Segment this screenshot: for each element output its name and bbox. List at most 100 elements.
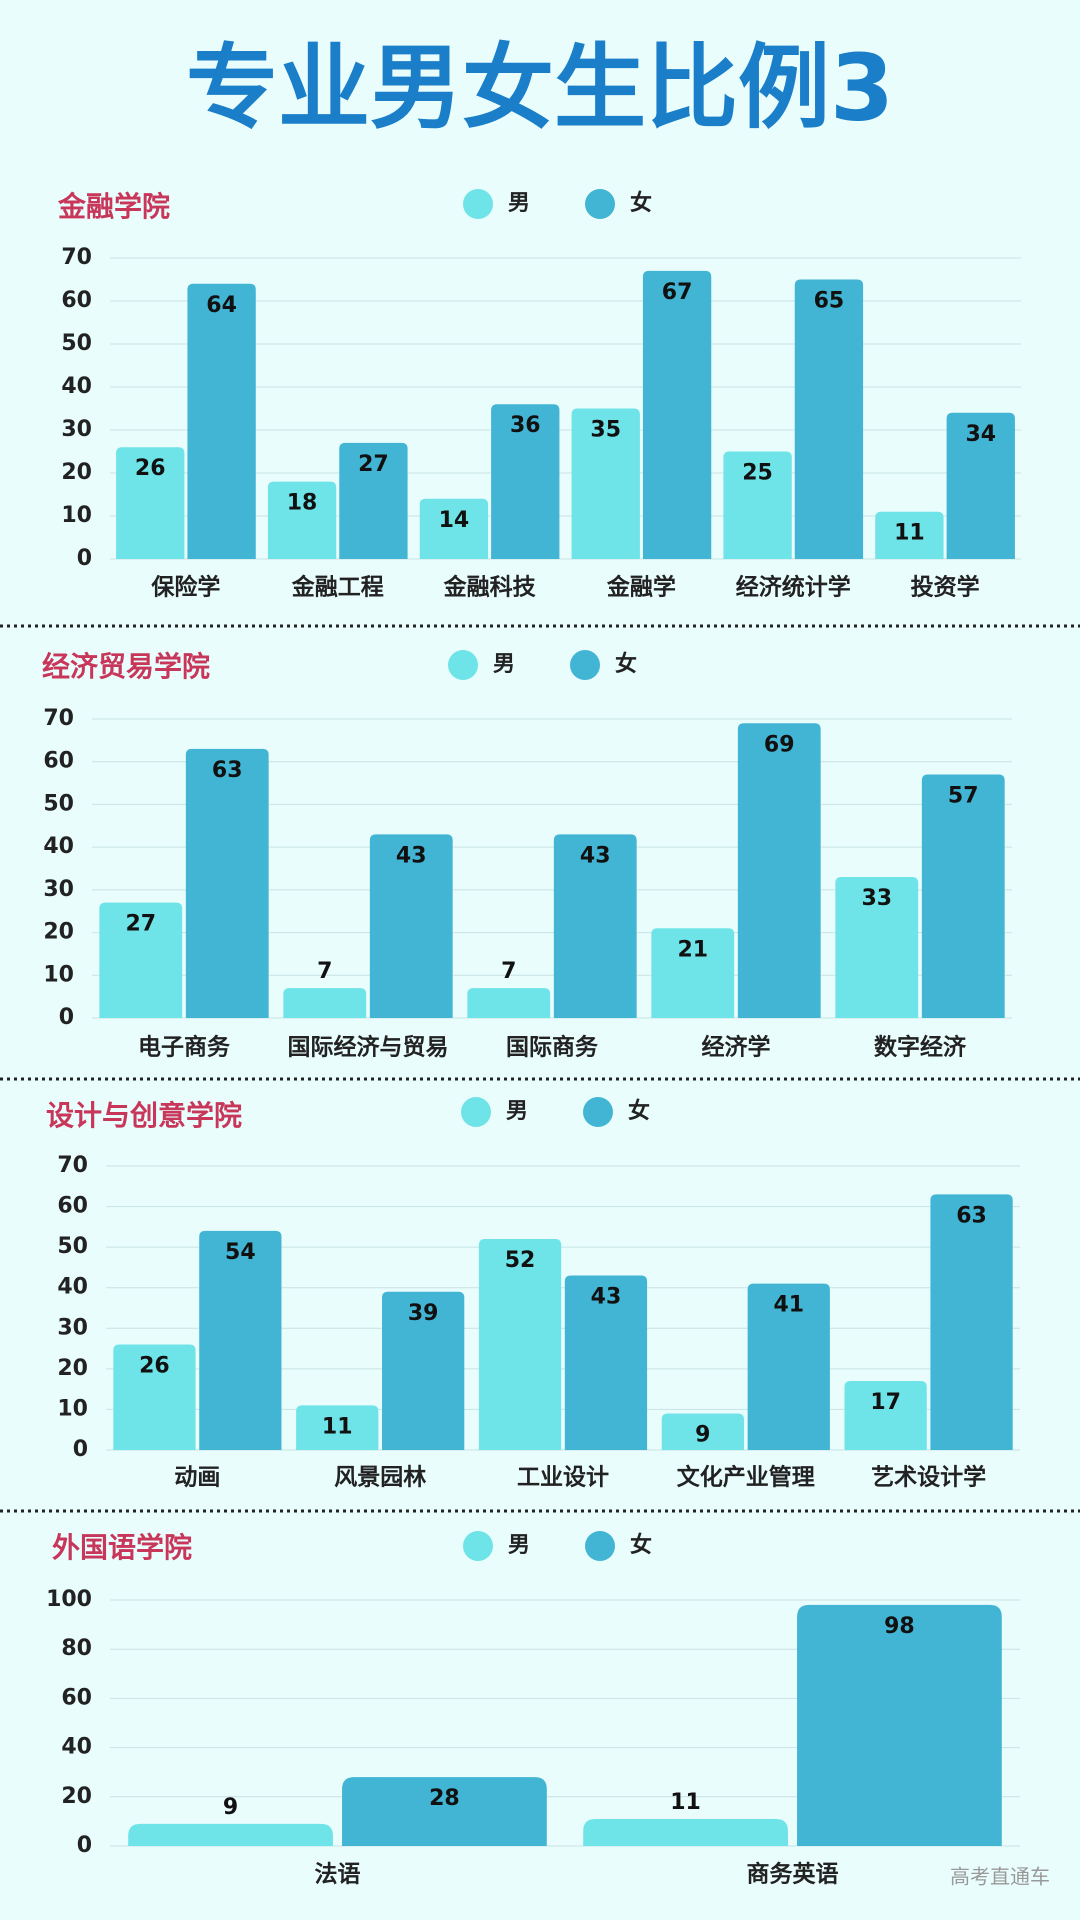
bar <box>113 1344 196 1450</box>
bar <box>794 279 864 559</box>
legend-label: 女 <box>630 190 652 216</box>
value-label: 57 <box>948 784 979 809</box>
value-label: 27 <box>358 452 389 477</box>
bar <box>737 723 821 1018</box>
y-tick-label: 70 <box>61 245 92 270</box>
y-tick-label: 40 <box>43 834 74 859</box>
x-tick-label: 法语 <box>315 1862 361 1888</box>
value-label: 18 <box>287 491 318 516</box>
y-tick-label: 70 <box>57 1153 88 1178</box>
x-tick-label: 数字经济 <box>874 1034 967 1061</box>
legend-swatch <box>463 189 493 219</box>
x-tick-label: 商务英语 <box>747 1861 839 1888</box>
legend-swatch <box>463 1531 493 1561</box>
y-tick-label: 60 <box>43 749 74 774</box>
y-tick-label: 0 <box>77 1833 92 1858</box>
value-label: 63 <box>212 758 243 783</box>
chart-title: 外国语学院 <box>52 1531 192 1564</box>
y-tick-label: 60 <box>61 288 92 313</box>
bar <box>467 988 551 1018</box>
bar <box>930 1194 1013 1450</box>
chart-title: 金融学院 <box>57 190 170 223</box>
x-tick-label: 金融科技 <box>443 574 537 601</box>
value-label: 52 <box>505 1248 536 1273</box>
y-tick-label: 20 <box>43 920 74 945</box>
x-tick-label: 经济学 <box>702 1034 771 1061</box>
value-label: 43 <box>580 843 611 868</box>
value-label: 11 <box>322 1414 353 1439</box>
value-label: 39 <box>408 1301 439 1326</box>
y-tick-label: 70 <box>43 706 74 731</box>
value-label: 7 <box>317 959 332 984</box>
bar <box>478 1239 562 1450</box>
bar <box>267 481 337 559</box>
y-tick-label: 0 <box>59 1005 74 1030</box>
value-label: 27 <box>125 912 156 937</box>
value-label: 11 <box>670 1790 701 1815</box>
y-tick-label: 50 <box>57 1234 88 1259</box>
x-tick-label: 动画 <box>174 1465 220 1491</box>
value-label: 9 <box>695 1422 710 1447</box>
x-tick-label: 保险学 <box>150 574 220 601</box>
bar <box>99 902 183 1018</box>
bar <box>946 412 1015 559</box>
value-label: 36 <box>510 413 541 438</box>
value-label: 43 <box>591 1285 622 1310</box>
value-label: 65 <box>814 289 845 314</box>
value-label: 26 <box>139 1354 170 1379</box>
bar <box>369 834 453 1018</box>
bar <box>651 928 735 1018</box>
watermark: 高考直通车 <box>950 1865 1050 1889</box>
y-tick-label: 80 <box>61 1636 92 1661</box>
bar <box>747 1283 830 1450</box>
x-tick-label: 经济统计学 <box>736 574 851 601</box>
value-label: 28 <box>429 1786 460 1811</box>
bar <box>835 877 919 1018</box>
y-tick-label: 50 <box>43 791 74 816</box>
bar <box>283 988 367 1018</box>
value-label: 25 <box>742 461 773 486</box>
y-tick-label: 30 <box>57 1315 88 1340</box>
page-title: 专业男女生比例3 <box>186 34 894 141</box>
y-tick-label: 20 <box>61 1784 92 1809</box>
value-label: 33 <box>861 886 892 911</box>
bar <box>185 748 269 1018</box>
value-label: 26 <box>135 456 166 481</box>
legend-swatch <box>585 1531 615 1561</box>
value-label: 43 <box>396 843 427 868</box>
value-label: 17 <box>870 1390 901 1415</box>
bar <box>797 1604 1002 1846</box>
bar <box>875 511 944 559</box>
y-tick-label: 30 <box>61 417 92 442</box>
value-label: 35 <box>590 418 621 443</box>
bar <box>342 1777 547 1846</box>
chart-title: 经济贸易学院 <box>42 650 210 683</box>
y-tick-label: 30 <box>43 877 74 902</box>
y-tick-label: 0 <box>73 1437 88 1462</box>
legend-label: 男 <box>506 1099 528 1124</box>
y-tick-label: 40 <box>61 1735 92 1760</box>
x-tick-label: 文化产业管理 <box>677 1464 815 1491</box>
legend-label: 男 <box>508 191 530 216</box>
bar <box>553 834 637 1018</box>
bar <box>199 1230 282 1450</box>
legend-swatch <box>448 650 478 680</box>
x-tick-label: 艺术设计学 <box>871 1464 986 1491</box>
bar <box>723 451 792 559</box>
y-tick-label: 40 <box>61 374 92 399</box>
bar <box>661 1413 744 1450</box>
bar <box>844 1381 927 1450</box>
y-tick-label: 40 <box>57 1275 88 1300</box>
bar <box>583 1818 788 1846</box>
x-tick-label: 风景园林 <box>334 1464 426 1491</box>
bar <box>339 442 408 559</box>
value-label: 69 <box>764 732 795 757</box>
value-label: 63 <box>956 1203 987 1228</box>
value-label: 54 <box>225 1240 256 1265</box>
bar <box>491 404 560 559</box>
bar <box>419 498 489 559</box>
legend-swatch <box>570 650 600 680</box>
x-tick-label: 电子商务 <box>138 1034 231 1061</box>
bar <box>382 1291 465 1450</box>
